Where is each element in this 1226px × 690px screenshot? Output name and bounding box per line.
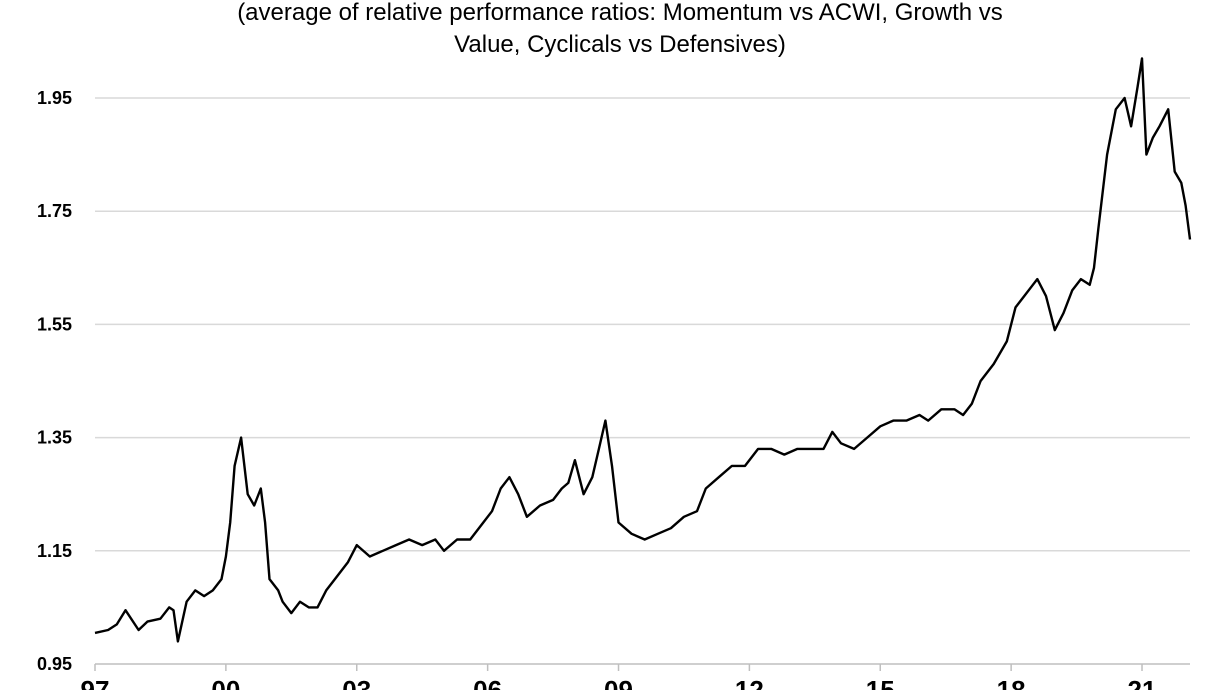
y-tick-label: 1.75 xyxy=(37,201,72,221)
series-line-0 xyxy=(94,57,1192,643)
y-tick-label: 1.15 xyxy=(37,541,72,561)
y-axis: 0.95 1.15 1.35 1.55 1.75 1.95 xyxy=(37,88,72,674)
x-tick-label: 21 xyxy=(1128,675,1157,690)
x-tick-label: 06 xyxy=(473,675,502,690)
series-layer xyxy=(94,57,1192,643)
x-tick-label: 12 xyxy=(735,675,764,690)
x-tick-label: 18 xyxy=(997,675,1026,690)
x-tick-label: 15 xyxy=(866,675,895,690)
chart-title-line-2: Value, Cyclicals vs Defensives) xyxy=(454,31,786,58)
x-axis: 97 00 03 06 09 12 15 18 21 xyxy=(81,663,1190,690)
x-tick-label: 03 xyxy=(342,675,371,690)
y-tick-label: 1.35 xyxy=(37,428,72,448)
gridlines xyxy=(95,97,1190,552)
chart-title: (average of relative performance ratios:… xyxy=(237,0,1003,58)
y-tick-label: 0.95 xyxy=(37,654,72,674)
x-tick-label: 97 xyxy=(81,675,110,690)
chart-title-line-1: (average of relative performance ratios:… xyxy=(237,0,1003,26)
y-tick-label: 1.55 xyxy=(37,314,72,334)
y-tick-label: 1.95 xyxy=(37,88,72,108)
x-tick-label: 09 xyxy=(604,675,633,690)
x-tick-label: 00 xyxy=(211,675,240,690)
